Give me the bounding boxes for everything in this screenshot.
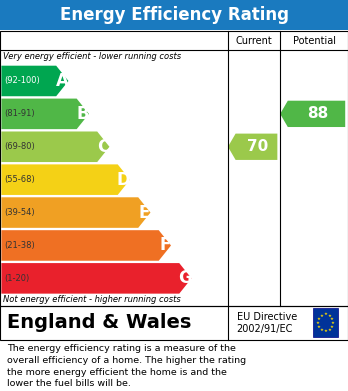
Text: Potential: Potential bbox=[293, 36, 335, 46]
Text: ★: ★ bbox=[320, 328, 324, 332]
Bar bbox=[0, 0, 348, 30]
Text: Not energy efficient - higher running costs: Not energy efficient - higher running co… bbox=[3, 295, 181, 304]
Text: D: D bbox=[117, 170, 131, 189]
Text: ★: ★ bbox=[330, 317, 334, 321]
Text: Current: Current bbox=[236, 36, 272, 46]
Text: A: A bbox=[56, 72, 69, 90]
Polygon shape bbox=[1, 131, 109, 162]
Text: The energy efficiency rating is a measure of the
overall efficiency of a home. T: The energy efficiency rating is a measur… bbox=[7, 344, 246, 389]
Text: ★: ★ bbox=[330, 325, 334, 329]
Polygon shape bbox=[1, 230, 171, 261]
Text: (55-68): (55-68) bbox=[5, 175, 35, 184]
Text: ★: ★ bbox=[323, 330, 327, 334]
Text: ★: ★ bbox=[320, 314, 324, 317]
Text: B: B bbox=[77, 105, 89, 123]
Polygon shape bbox=[1, 263, 191, 294]
Text: Energy Efficiency Rating: Energy Efficiency Rating bbox=[60, 6, 288, 24]
Text: ★: ★ bbox=[327, 328, 331, 332]
Text: England & Wales: England & Wales bbox=[7, 314, 191, 332]
Text: (39-54): (39-54) bbox=[5, 208, 35, 217]
Text: ★: ★ bbox=[323, 312, 327, 316]
Polygon shape bbox=[1, 66, 69, 96]
Text: (92-100): (92-100) bbox=[5, 77, 40, 86]
Polygon shape bbox=[280, 101, 345, 127]
Text: Very energy efficient - lower running costs: Very energy efficient - lower running co… bbox=[3, 52, 182, 61]
Text: C: C bbox=[97, 138, 110, 156]
Text: (81-91): (81-91) bbox=[5, 109, 35, 118]
Text: G: G bbox=[179, 269, 192, 287]
Text: ★: ★ bbox=[331, 321, 335, 325]
Text: ★: ★ bbox=[316, 321, 320, 325]
Text: (69-80): (69-80) bbox=[5, 142, 35, 151]
Text: 88: 88 bbox=[307, 106, 328, 121]
Bar bbox=[313, 308, 338, 337]
Text: ★: ★ bbox=[327, 314, 331, 317]
Polygon shape bbox=[228, 134, 277, 160]
Text: (1-20): (1-20) bbox=[5, 274, 30, 283]
Text: E: E bbox=[139, 204, 150, 222]
Bar bbox=[0, 306, 348, 340]
Text: 70: 70 bbox=[247, 139, 268, 154]
Polygon shape bbox=[1, 197, 150, 228]
Polygon shape bbox=[1, 164, 130, 195]
Text: ★: ★ bbox=[317, 325, 321, 329]
Text: F: F bbox=[159, 237, 171, 255]
Polygon shape bbox=[1, 99, 89, 129]
Bar bbox=[0, 31, 348, 306]
Text: ★: ★ bbox=[317, 317, 321, 321]
Text: (21-38): (21-38) bbox=[5, 241, 35, 250]
Text: EU Directive
2002/91/EC: EU Directive 2002/91/EC bbox=[237, 312, 297, 334]
